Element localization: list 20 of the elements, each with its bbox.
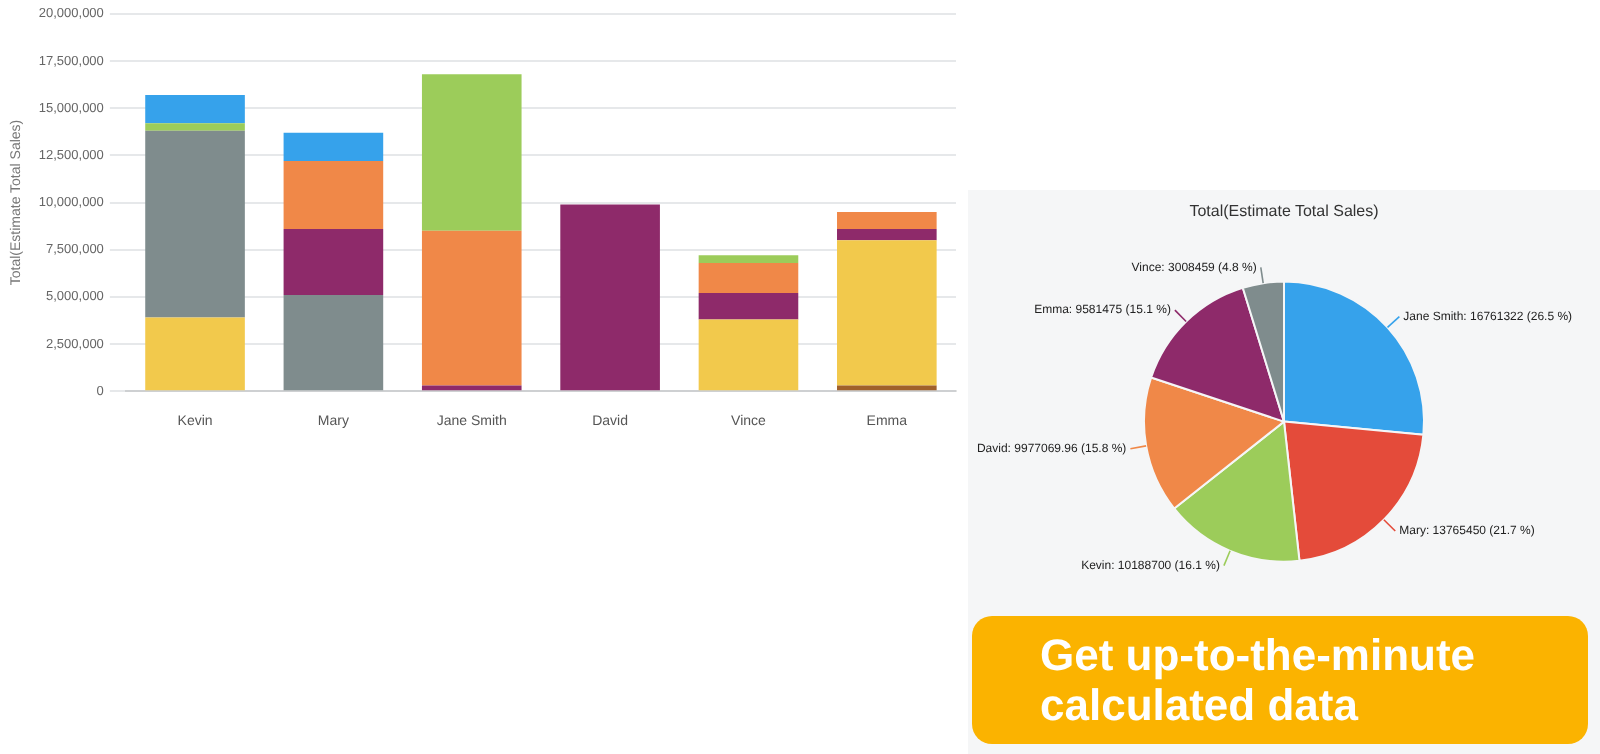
bar bbox=[560, 204, 660, 391]
chart-title: Total(Estimate Total Sales) bbox=[1189, 202, 1380, 221]
bar bbox=[837, 228, 937, 241]
bar bbox=[698, 255, 799, 263]
bar bbox=[283, 228, 384, 295]
bar bbox=[145, 123, 245, 131]
bar bbox=[698, 262, 799, 294]
bar bbox=[421, 74, 522, 231]
bar bbox=[837, 211, 937, 229]
text: Get up-to-the-minute calculated data bbox=[972, 616, 1588, 744]
bar bbox=[698, 319, 799, 391]
bar bbox=[283, 160, 384, 229]
bar bbox=[421, 230, 522, 386]
bar bbox=[145, 130, 245, 318]
bar bbox=[283, 132, 384, 161]
bar bbox=[145, 94, 245, 124]
bar bbox=[283, 294, 384, 391]
bar bbox=[698, 293, 799, 320]
bar bbox=[145, 317, 245, 391]
bar bbox=[837, 240, 937, 386]
